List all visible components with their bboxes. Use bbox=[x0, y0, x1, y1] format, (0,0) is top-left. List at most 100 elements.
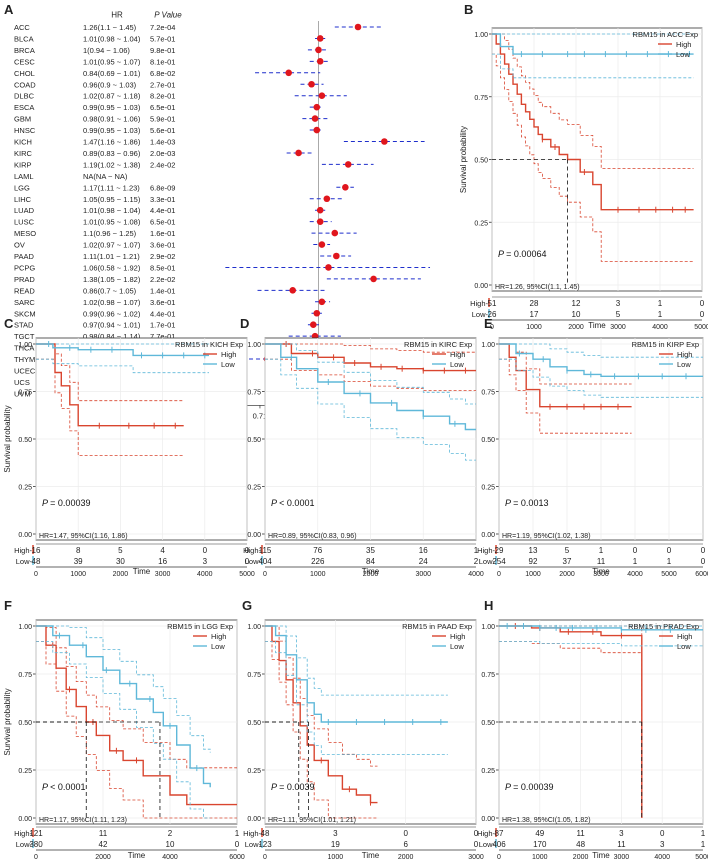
forest-row-name: HNSC bbox=[14, 126, 36, 135]
km-legend-label-high: High bbox=[677, 632, 692, 641]
forest-row-hr: 0.86(0.7 ~ 1.05) bbox=[83, 286, 137, 295]
km-x-tick-label: 4000 bbox=[162, 854, 178, 861]
km-hr-annotation: HR=1.19, 95%CI(1.02, 1.38) bbox=[502, 533, 591, 540]
km-y-tick-label: 0.75 bbox=[18, 672, 32, 679]
km-risk-value: 28 bbox=[530, 299, 539, 308]
forest-row-p: 4.4e-01 bbox=[150, 206, 175, 215]
km-risk-value: 121 bbox=[29, 829, 43, 838]
forest-row-hr: 0.84(0.69 ~ 1.01) bbox=[83, 69, 141, 78]
km-y-tick-label: 0.00 bbox=[247, 816, 261, 823]
km-y-axis-title: Survival probability bbox=[459, 126, 468, 193]
panel-label-B: B bbox=[464, 2, 473, 17]
km-curve-low bbox=[36, 343, 209, 357]
km-legend-label-high: High bbox=[450, 632, 465, 641]
km-x-tick-label: 1000 bbox=[525, 571, 541, 578]
panel-label-D: D bbox=[240, 316, 249, 331]
km-risk-value: 10 bbox=[572, 310, 581, 319]
km-hr-annotation: HR=1.26, 95%CI(1.1, 1.45) bbox=[495, 284, 580, 291]
km-risk-value: 1 bbox=[701, 829, 706, 838]
km-curve-low bbox=[36, 625, 211, 788]
km-x-tick-label: 0 bbox=[490, 324, 494, 331]
forest-row-hr: 0.97(0.94 ~ 1.01) bbox=[83, 321, 141, 330]
km-risk-value: 42 bbox=[99, 840, 108, 849]
km-y-tick-label: 0.25 bbox=[18, 768, 32, 775]
panel-label-F: F bbox=[4, 598, 12, 613]
forest-point bbox=[295, 149, 302, 157]
km-x-tick-label: 4000 bbox=[627, 571, 643, 578]
km-risk-value: 11 bbox=[99, 829, 108, 838]
km-x-tick-label: 1000 bbox=[328, 854, 344, 861]
forest-point bbox=[333, 252, 340, 260]
km-ci-upper-high bbox=[492, 33, 694, 169]
km-y-tick-label: 0.50 bbox=[18, 437, 32, 444]
forest-row-p: 6.8e-02 bbox=[150, 69, 175, 78]
km-x-tick-label: 5000 bbox=[695, 854, 708, 861]
km-risk-value: 2 bbox=[168, 829, 173, 838]
forest-point bbox=[318, 298, 326, 306]
km-x-tick-label: 0 bbox=[497, 854, 501, 861]
forest-row-p: 7.2e-04 bbox=[150, 23, 175, 32]
km-x-tick-label: 4000 bbox=[468, 571, 484, 578]
km-curve-low bbox=[492, 33, 694, 55]
km-risk-value: 19 bbox=[331, 840, 340, 849]
km-risk-value: 6 bbox=[403, 840, 408, 849]
km-curve-high bbox=[499, 343, 632, 408]
forest-point bbox=[316, 58, 324, 65]
km-risk-value: 92 bbox=[529, 557, 538, 566]
km-risk-value: 5 bbox=[565, 546, 570, 555]
km-panel-D: D0.000.250.500.751.00 RBM15 in KIRC ExpHi… bbox=[240, 316, 484, 578]
forest-row-hr: 1.02(0.98 ~ 1.07) bbox=[83, 298, 141, 307]
forest-col-header-hr: HR bbox=[111, 11, 123, 20]
km-legend-title: RBM15 in KIRP Exp bbox=[632, 340, 699, 349]
km-hr-annotation: HR=0.89, 95%CI(0.83, 0.96) bbox=[268, 533, 357, 540]
forest-row-p: 2.9e-02 bbox=[150, 252, 175, 261]
forest-row-hr: 1.19(1.02 ~ 1.38) bbox=[83, 160, 141, 169]
km-risk-value: 0 bbox=[203, 546, 208, 555]
km-x-tick-label: 2000 bbox=[95, 854, 111, 861]
km-legend-title: RBM15 in KIRC Exp bbox=[404, 340, 472, 349]
forest-row-hr: 0.99(0.96 ~ 1.02) bbox=[83, 309, 141, 318]
km-risk-value: 380 bbox=[29, 840, 43, 849]
panel-label-H: H bbox=[484, 598, 493, 613]
km-y-tick-label: 0.00 bbox=[18, 816, 32, 823]
km-risk-value: 17 bbox=[530, 310, 539, 319]
forest-row-name: KIRP bbox=[14, 160, 32, 169]
km-risk-group-label: Low- bbox=[245, 840, 262, 849]
forest-row-hr: 1.06(0.58 ~ 1.92) bbox=[83, 263, 141, 272]
km-curve-high bbox=[36, 343, 184, 427]
km-x-tick-label: 3000 bbox=[468, 854, 484, 861]
km-curve-high bbox=[36, 625, 237, 806]
km-y-tick-label: 0.00 bbox=[481, 532, 495, 539]
km-legend-label-low: Low bbox=[221, 360, 235, 369]
forest-row-p: 9.8e-01 bbox=[150, 46, 175, 55]
forest-row-hr: 1.47(1.16 ~ 1.86) bbox=[83, 138, 141, 147]
km-y-tick-label: 0.75 bbox=[18, 390, 32, 397]
km-ci-lower-low bbox=[492, 53, 694, 79]
km-risk-value: 84 bbox=[366, 557, 375, 566]
forest-row-p: 8.2e-01 bbox=[150, 92, 175, 101]
km-x-tick-label: 3000 bbox=[155, 571, 171, 578]
km-risk-value: 404 bbox=[258, 557, 272, 566]
km-x-axis-title: Time bbox=[133, 567, 151, 576]
forest-point bbox=[316, 35, 324, 42]
km-risk-group-label: Low- bbox=[472, 310, 489, 319]
forest-row-name: LIHC bbox=[14, 195, 32, 204]
km-risk-value: 48 bbox=[32, 557, 41, 566]
km-ci-lower-low bbox=[36, 641, 211, 819]
km-y-tick-label: 1.00 bbox=[247, 624, 261, 631]
km-y-axis-title: Survival probability bbox=[3, 405, 12, 472]
km-curve-low bbox=[265, 625, 448, 723]
km-ci-upper-high bbox=[36, 343, 184, 402]
km-risk-value: 0 bbox=[701, 546, 706, 555]
km-y-tick-label: 0.50 bbox=[247, 720, 261, 727]
forest-row-p: 6.5e-01 bbox=[150, 218, 175, 227]
km-p-value: P = 0.00039 bbox=[505, 782, 553, 792]
km-legend-title: RBM15 in ACC Exp bbox=[633, 30, 698, 39]
forest-row-name: PAAD bbox=[14, 252, 34, 261]
forest-point bbox=[289, 287, 297, 294]
km-risk-group-label: Low- bbox=[16, 557, 33, 566]
km-risk-value: 5 bbox=[616, 310, 621, 319]
km-risk-value: 0 bbox=[633, 546, 638, 555]
panel-label-A: A bbox=[4, 2, 14, 17]
